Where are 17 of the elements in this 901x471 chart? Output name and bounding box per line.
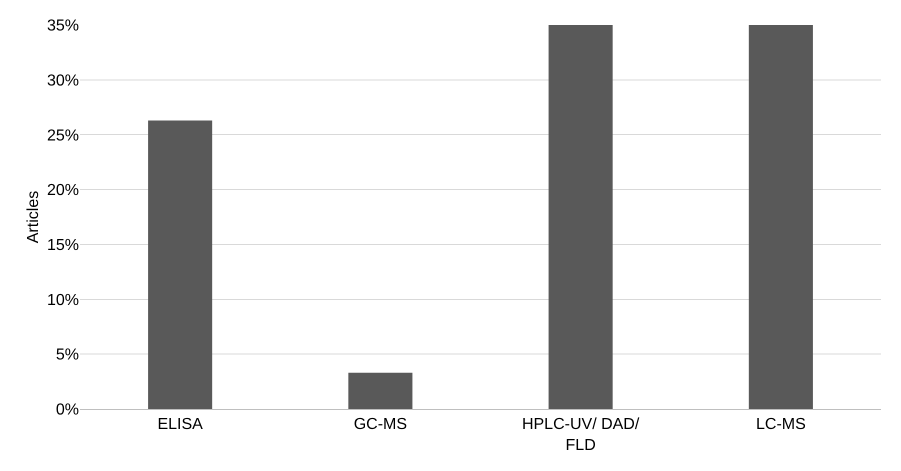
- y-tick-label: 20%: [46, 182, 79, 200]
- bar: [348, 372, 412, 409]
- bar: [548, 25, 613, 409]
- x-tick-label: LC-MS: [756, 416, 806, 434]
- bar: [748, 25, 813, 409]
- y-tick-label: 0%: [56, 402, 79, 419]
- x-tick-label: GC-MS: [354, 416, 408, 434]
- y-tick-label: 5%: [56, 346, 79, 364]
- x-tick-label: HPLC-UV/ DAD/ FLD: [522, 416, 640, 454]
- y-tick-label: 10%: [46, 292, 79, 309]
- y-axis-title: Articles: [25, 190, 42, 244]
- x-tick-label: ELISA: [157, 416, 204, 434]
- y-tick-label: 30%: [46, 72, 79, 90]
- y-tick-label: 35%: [46, 18, 79, 35]
- bar: [148, 120, 212, 409]
- y-tick-label: 15%: [46, 237, 79, 254]
- y-tick-label: 25%: [46, 127, 79, 144]
